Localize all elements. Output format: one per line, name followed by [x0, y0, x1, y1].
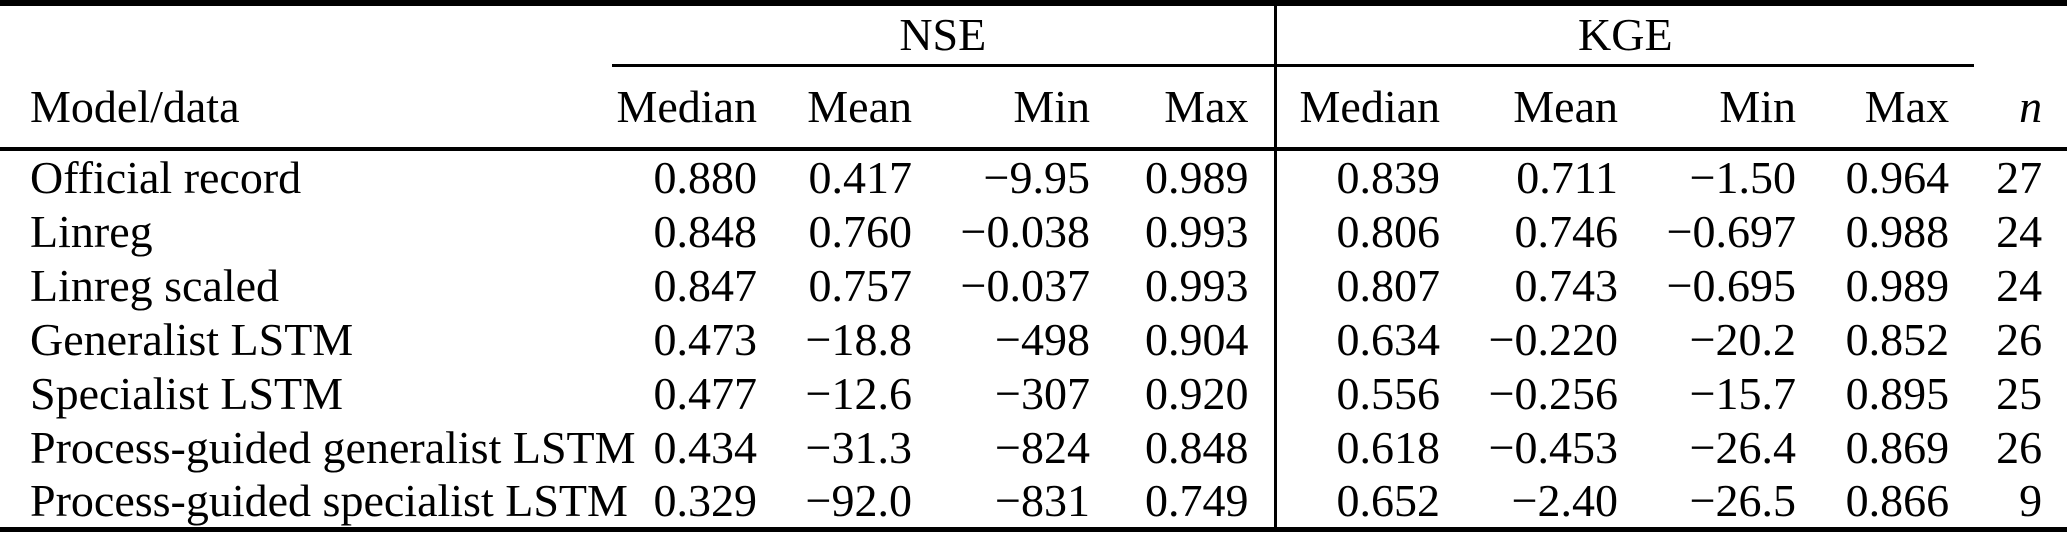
cell-kge-mean: −2.40	[1511, 475, 1619, 526]
cell-kge-median: 0.839	[1273, 149, 1466, 204]
cell-nse-max: 0.749	[1145, 475, 1249, 526]
cell-kge-max: 0.869	[1845, 421, 1950, 473]
col-header-kge-min: Min	[1643, 65, 1822, 151]
cell-nse-max: 0.920	[1145, 367, 1249, 419]
cell-nse-min: −498	[995, 313, 1090, 365]
cell-nse-mean: −92.0	[805, 475, 912, 526]
cell-nse-min: −824	[995, 421, 1090, 473]
cell-kge-max: 0.866	[1845, 475, 1950, 526]
cell-n: 24	[1996, 259, 2043, 311]
col-header-kge-median: Median	[1273, 65, 1466, 151]
cell-kge-mean: −0.220	[1488, 313, 1619, 365]
cell-kge-mean: −0.256	[1488, 367, 1619, 419]
cell-nse-min: −9.95	[983, 152, 1090, 203]
cell-kge-max: 0.895	[1845, 367, 1950, 419]
cell-nse-min: −0.038	[960, 205, 1090, 257]
corner-cell-right	[1974, 3, 2067, 65]
row-label: Specialist LSTM	[30, 367, 344, 419]
cell-kge-min: −0.695	[1666, 259, 1797, 311]
cell-kge-min: −1.50	[1689, 152, 1797, 203]
column-header-row: Model/data Median Mean Min Max Median Me…	[0, 65, 2067, 151]
row-label: Linreg scaled	[30, 259, 280, 311]
cell-nse-median: 0.477	[653, 367, 758, 419]
table-row: Generalist LSTM 0.473 −18.8 −498 0.904 0…	[0, 312, 2067, 366]
cell-n: 25	[1996, 367, 2043, 419]
cell-kge-min: −20.2	[1689, 313, 1797, 365]
row-label: Process-guided generalist LSTM	[30, 421, 636, 473]
cell-nse-min: −0.037	[960, 259, 1090, 311]
table-row: Official record 0.880 0.417 −9.95 0.989 …	[0, 149, 2067, 204]
cell-kge-max: 0.988	[1845, 205, 1950, 257]
cell-kge-min: −0.697	[1666, 205, 1797, 257]
col-header-model: Model/data	[0, 65, 612, 151]
cell-kge-mean: 0.711	[1516, 152, 1619, 203]
table-row: Process-guided generalist LSTM 0.434 −31…	[0, 420, 2067, 474]
cell-nse-mean: 0.417	[808, 152, 913, 203]
cell-kge-min: −26.4	[1689, 421, 1797, 473]
cell-nse-mean: −31.3	[805, 421, 912, 473]
cell-nse-min: −307	[995, 367, 1090, 419]
cell-nse-median: 0.880	[653, 152, 758, 203]
cell-kge-median: 0.634	[1273, 312, 1466, 366]
col-header-kge-max: Max	[1821, 65, 1975, 151]
cell-kge-median: 0.806	[1273, 204, 1466, 258]
col-header-kge-mean: Mean	[1465, 65, 1644, 151]
cell-nse-max: 0.848	[1145, 421, 1249, 473]
cell-n: 26	[1996, 421, 2043, 473]
cell-kge-median: 0.618	[1273, 420, 1466, 474]
cell-n: 26	[1996, 313, 2043, 365]
table-row: Process-guided specialist LSTM 0.329 −92…	[0, 474, 2067, 530]
cell-nse-median: 0.473	[653, 313, 758, 365]
cell-kge-max: 0.852	[1845, 313, 1950, 365]
cell-kge-min: −26.5	[1689, 475, 1797, 526]
table-row: Linreg 0.848 0.760 −0.038 0.993 0.806 0.…	[0, 204, 2067, 258]
table-row: Specialist LSTM 0.477 −12.6 −307 0.920 0…	[0, 366, 2067, 420]
cell-kge-max: 0.989	[1845, 259, 1950, 311]
cell-kge-mean: −0.453	[1488, 421, 1619, 473]
cell-n: 9	[2019, 475, 2043, 526]
col-header-nse-mean: Mean	[782, 65, 937, 151]
cell-nse-mean: 0.760	[808, 205, 913, 257]
cell-nse-max: 0.904	[1145, 313, 1249, 365]
cell-nse-mean: −18.8	[805, 313, 912, 365]
cell-nse-median: 0.434	[653, 421, 758, 473]
cell-nse-median: 0.329	[653, 475, 758, 526]
cell-kge-min: −15.7	[1689, 367, 1797, 419]
cell-kge-median: 0.652	[1273, 474, 1466, 530]
cell-nse-median: 0.847	[653, 259, 758, 311]
col-header-nse-median: Median	[612, 65, 782, 151]
group-header-row: NSE KGE	[0, 3, 2067, 67]
cell-nse-mean: 0.757	[808, 259, 913, 311]
cell-kge-mean: 0.743	[1514, 259, 1619, 311]
cell-kge-mean: 0.746	[1514, 205, 1619, 257]
cell-nse-mean: −12.6	[805, 367, 912, 419]
cell-nse-max: 0.989	[1145, 152, 1249, 203]
row-label: Official record	[30, 152, 302, 203]
row-label: Generalist LSTM	[30, 313, 354, 365]
group-header-nse: NSE	[612, 3, 1276, 67]
row-label: Linreg	[30, 205, 153, 257]
cell-nse-max: 0.993	[1145, 259, 1249, 311]
table-row: Linreg scaled 0.847 0.757 −0.037 0.993 0…	[0, 258, 2067, 312]
cell-nse-min: −831	[995, 475, 1090, 526]
col-header-nse-max: Max	[1115, 65, 1276, 151]
group-header-kge: KGE	[1273, 3, 1975, 67]
row-label: Process-guided specialist LSTM	[30, 475, 628, 526]
cell-nse-median: 0.848	[653, 205, 758, 257]
col-header-n: n	[1974, 65, 2067, 151]
cell-nse-max: 0.993	[1145, 205, 1249, 257]
cell-n: 27	[1996, 152, 2043, 203]
cell-kge-max: 0.964	[1845, 152, 1950, 203]
cell-kge-median: 0.556	[1273, 366, 1466, 420]
corner-cell-left	[0, 3, 612, 65]
cell-n: 24	[1996, 205, 2043, 257]
cell-kge-median: 0.807	[1273, 258, 1466, 312]
col-header-nse-min: Min	[937, 65, 1115, 151]
